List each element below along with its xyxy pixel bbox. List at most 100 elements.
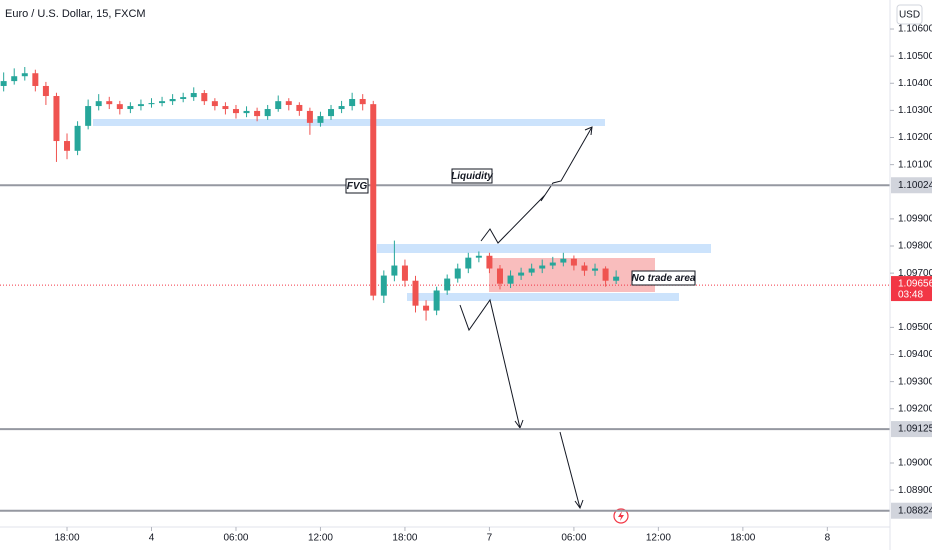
candle-body (401, 265, 408, 281)
x-tick-label: 7 (487, 533, 493, 544)
y-tick-label: 1.09500 (898, 322, 932, 333)
level-label-box (891, 177, 932, 194)
y-tick-label: 1.09300 (898, 376, 932, 387)
y-tick-label: 1.09400 (898, 349, 932, 360)
note-no-trade: No trade area (632, 273, 696, 284)
candle-body (127, 106, 134, 110)
candle-body (116, 104, 123, 110)
candle-body (592, 268, 599, 271)
x-tick-label: 18:00 (730, 533, 755, 544)
candle-body (211, 101, 218, 107)
candle-body (275, 101, 282, 110)
y-tick-label: 1.09700 (898, 268, 932, 279)
candle-body (169, 98, 176, 102)
x-tick-label: 06:00 (223, 533, 248, 544)
y-tick-label: 1.09200 (898, 403, 932, 414)
y-tick-label: 1.10200 (898, 132, 932, 143)
candle-body (370, 104, 377, 296)
arrow (559, 431, 581, 509)
candle-body (613, 276, 620, 281)
y-tick-label: 1.10100 (898, 159, 932, 170)
candle-body (486, 255, 493, 269)
candle-body (602, 268, 609, 281)
candle-body (349, 98, 356, 107)
candle-body (264, 109, 271, 117)
note-box (345, 178, 369, 194)
candle-body (21, 73, 28, 77)
candle-body (454, 268, 461, 279)
candle-body (11, 76, 18, 82)
candle-body (306, 110, 313, 123)
candle-body (496, 268, 503, 284)
candle-body (159, 101, 166, 104)
y-tick-label: 1.10500 (898, 51, 932, 62)
candle-body (53, 96, 60, 142)
candle-body (180, 97, 187, 99)
candle-body (528, 268, 535, 273)
arrow (480, 126, 593, 244)
y-tick-label: 1.08900 (898, 485, 932, 496)
candle-body (64, 141, 71, 151)
level-label-box (891, 502, 932, 519)
arrow-head (584, 126, 593, 136)
y-tick-label: 1.10300 (898, 105, 932, 116)
candle-body (412, 280, 419, 306)
candle-body (507, 275, 514, 284)
x-tick-label: 4 (149, 533, 155, 544)
candle-body (317, 116, 324, 123)
candle-body (74, 125, 81, 151)
candle-body (95, 101, 102, 107)
candle-body (0, 81, 7, 86)
x-tick-label: 8 (825, 533, 831, 544)
arrow-head (574, 499, 584, 510)
candle-body (391, 265, 398, 276)
y-tick-label: 1.10400 (898, 78, 932, 89)
candle-body (190, 93, 197, 98)
candle-body (581, 265, 588, 271)
y-tick-label: 1.10600 (898, 24, 932, 35)
level-label: 1.08824 (898, 505, 932, 516)
candle-body (137, 104, 144, 107)
last-price-label: 1.09656 (898, 279, 932, 290)
zone (377, 244, 711, 253)
candle-body (423, 305, 430, 311)
last-price-countdown: 03:48 (898, 290, 923, 301)
candle-body (560, 258, 567, 263)
currency-button[interactable] (896, 4, 923, 25)
level-label: 1.10024 (898, 180, 932, 191)
candle-body (296, 104, 303, 111)
candle-body (338, 106, 345, 110)
candle-body (201, 93, 208, 102)
y-tick-label: 1.09000 (898, 458, 932, 469)
currency: USD (899, 10, 920, 21)
note-box (451, 168, 493, 184)
x-tick-label: 06:00 (561, 533, 586, 544)
zone (93, 119, 605, 126)
zone (407, 293, 679, 301)
x-tick-label: 18:00 (392, 533, 417, 544)
note-liquidity: Liquidity (451, 171, 493, 182)
candle-body (254, 110, 261, 117)
candle-body (222, 106, 229, 110)
candle-body (32, 73, 39, 86)
level-label-box (891, 421, 932, 438)
note-box (631, 270, 696, 286)
y-tick-label: 1.09800 (898, 241, 932, 252)
note-fvg: FVG (347, 181, 368, 192)
plot (0, 66, 890, 512)
arrow (459, 298, 521, 429)
notes: FVG Liquidity No trade area (345, 168, 696, 286)
candle-body (444, 278, 451, 291)
candle-body (380, 275, 387, 296)
arrow-head (514, 419, 524, 430)
candle-body (148, 103, 155, 105)
last-price-box (891, 276, 932, 302)
candle-body (518, 272, 525, 276)
candle-body (539, 265, 546, 269)
candle-body (359, 98, 366, 105)
candle-body (243, 110, 250, 114)
candle-body (465, 257, 472, 269)
event-bolt (618, 511, 624, 521)
candle-body (549, 262, 556, 266)
